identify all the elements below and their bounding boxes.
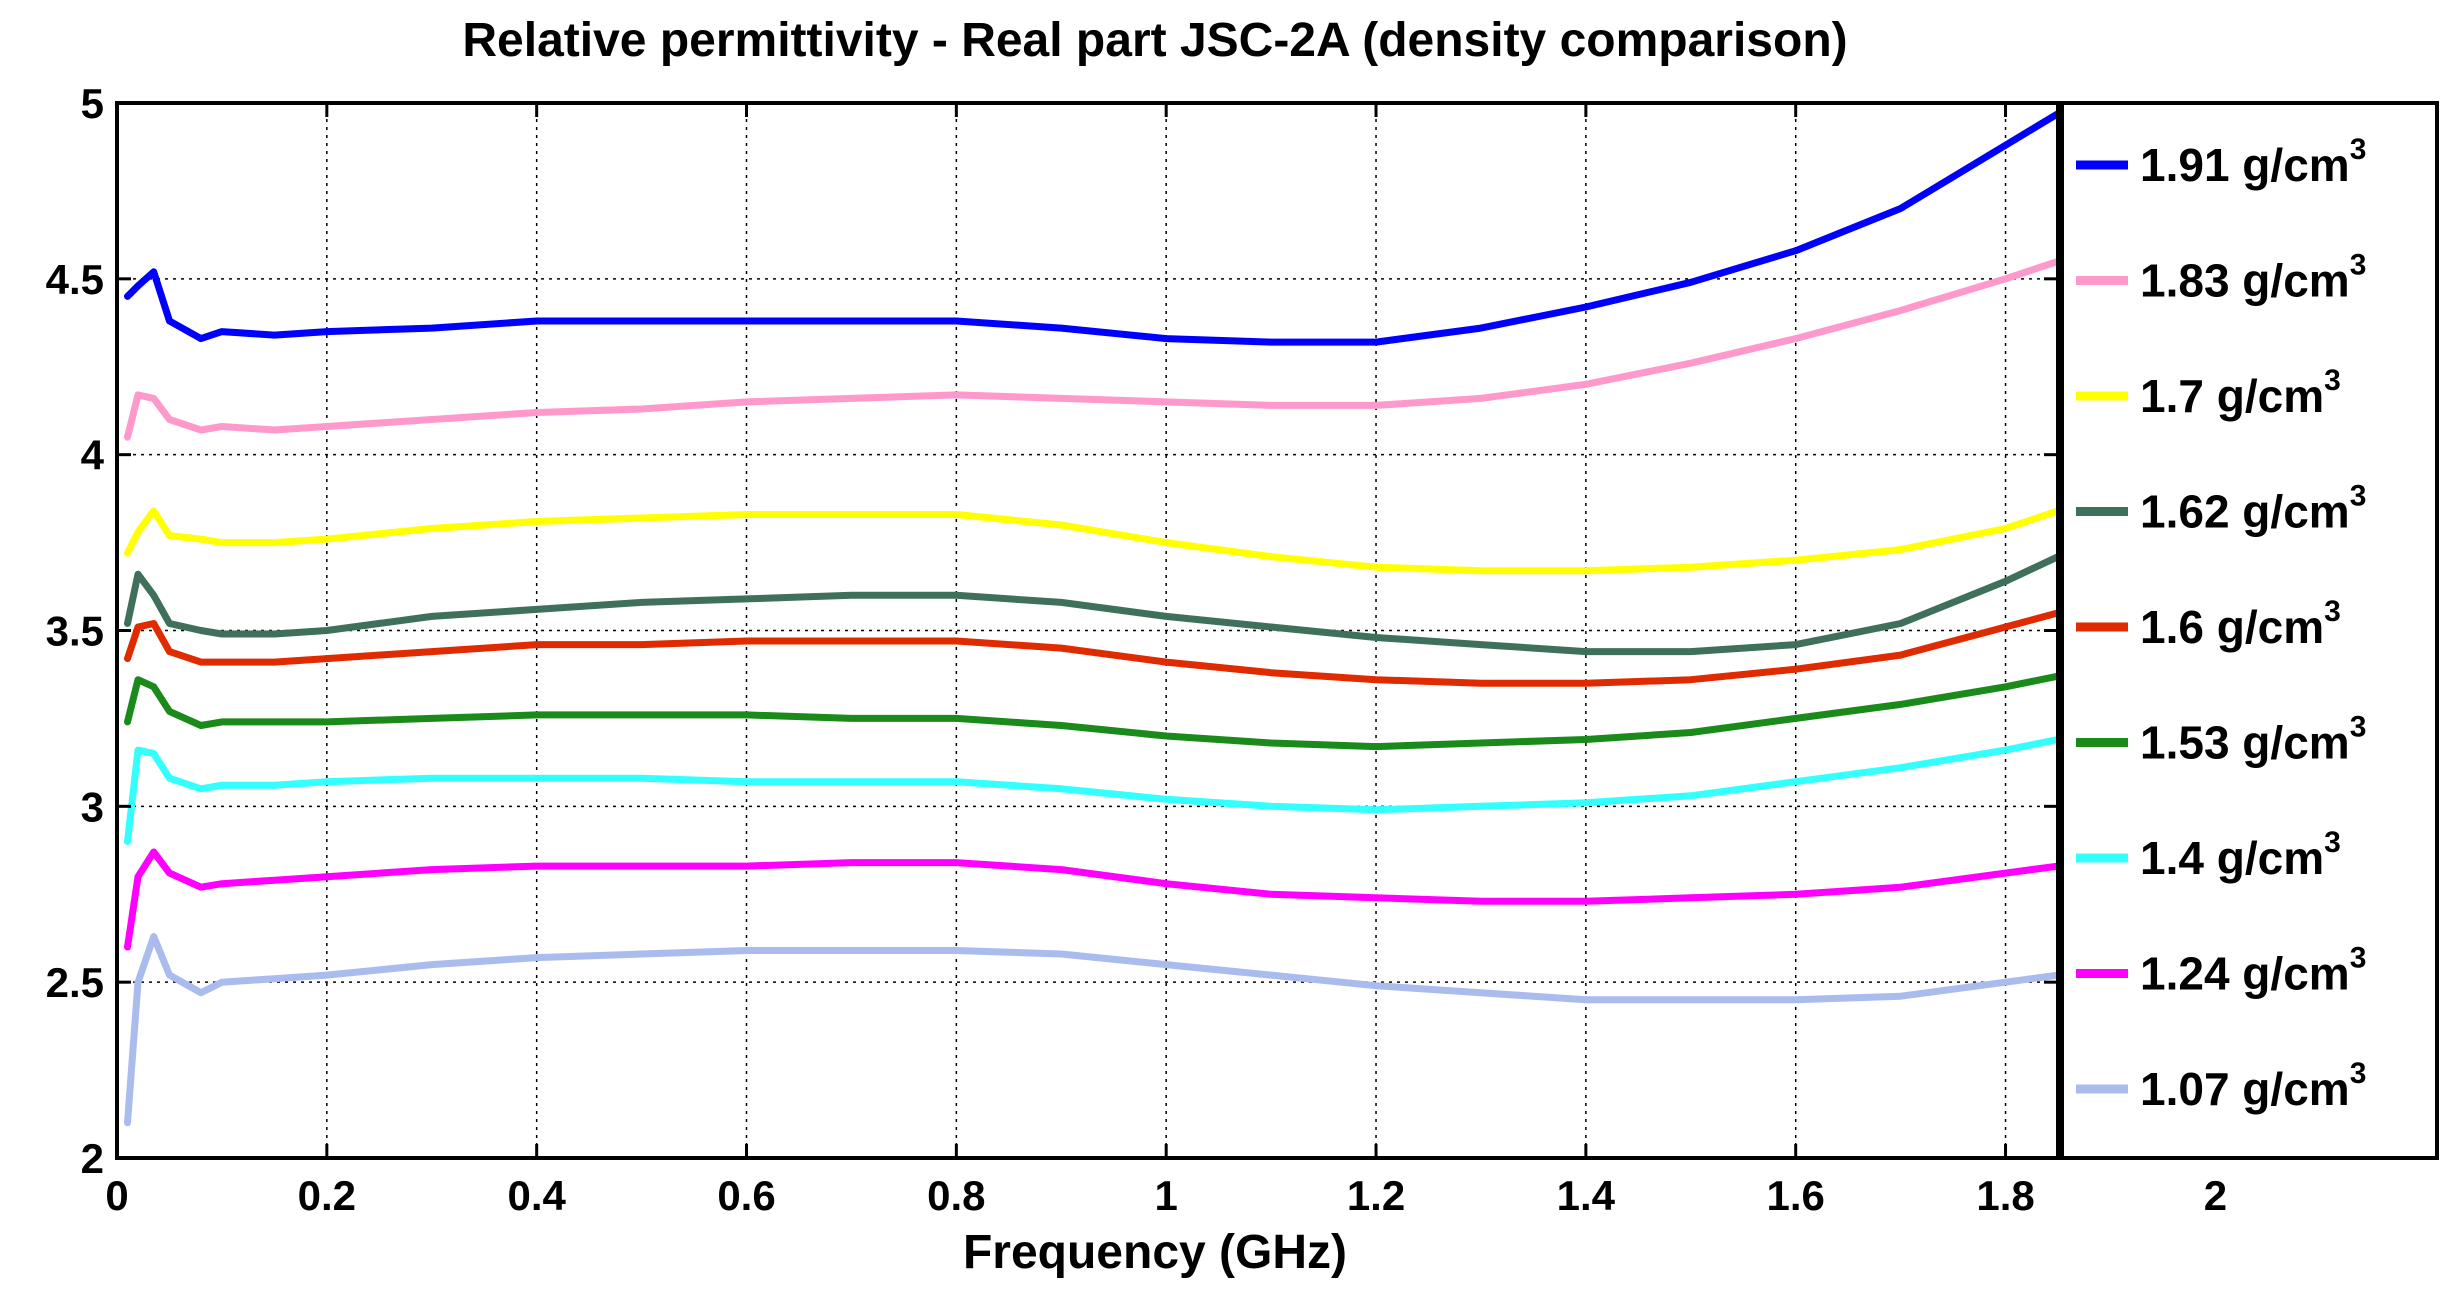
tick-marks xyxy=(115,101,2058,1160)
x-tick-label: 1.6 xyxy=(1767,1172,1825,1219)
series-line-1-7 xyxy=(124,507,2062,575)
series-line-1-83 xyxy=(124,257,2062,441)
legend-unit-exponent: 3 xyxy=(2350,249,2367,282)
legend-label: 1.6 g/cm3 xyxy=(2140,595,2341,653)
legend-unit-exponent: 3 xyxy=(2350,480,2367,513)
legend-unit-exponent: 3 xyxy=(2324,364,2341,397)
legend-label: 1.53 g/cm3 xyxy=(2140,711,2366,769)
x-tick-label: 0.6 xyxy=(717,1172,775,1219)
legend-label: 1.7 g/cm3 xyxy=(2140,364,2341,422)
legend-label: 1.07 g/cm3 xyxy=(2140,1057,2366,1115)
legend-label: 1.62 g/cm3 xyxy=(2140,480,2366,538)
series-line-1-91 xyxy=(124,110,2062,346)
chart-title: Relative permittivity - Real part JSC-2A… xyxy=(462,14,1847,67)
x-axis-label: Frequency (GHz) xyxy=(963,1226,1347,1279)
x-tick-label: 0.2 xyxy=(298,1172,356,1219)
x-tick-label: 0 xyxy=(105,1172,128,1219)
y-tick-label: 4.5 xyxy=(46,256,104,303)
x-tick-label: 2 xyxy=(2204,1172,2227,1219)
y-tick-label: 3 xyxy=(81,783,104,830)
legend-label: 1.4 g/cm3 xyxy=(2140,826,2341,884)
legend-unit-exponent: 3 xyxy=(2350,942,2367,975)
x-tick-label: 0.8 xyxy=(927,1172,985,1219)
grid-lines xyxy=(117,103,2058,1158)
legend-unit-exponent: 3 xyxy=(2324,595,2341,628)
x-tick-label: 1.4 xyxy=(1557,1172,1616,1219)
y-tick-label: 4 xyxy=(81,432,105,479)
legend-label: 1.91 g/cm3 xyxy=(2140,133,2366,191)
series-line-1-07 xyxy=(124,933,2062,1127)
series-line-1-53 xyxy=(124,672,2062,751)
legend-unit-exponent: 3 xyxy=(2350,1057,2367,1090)
legend-label: 1.83 g/cm3 xyxy=(2140,249,2366,307)
series-line-1-62 xyxy=(124,553,2062,656)
x-tick-labels: 0 0.2 0.4 0.6 0.8 1 1.2 1.4 1.6 1.8 2 xyxy=(105,1172,2227,1219)
legend-unit-exponent: 3 xyxy=(2324,826,2341,859)
x-tick-label: 1.2 xyxy=(1347,1172,1405,1219)
x-tick-label: 1.8 xyxy=(1976,1172,2034,1219)
series-line-1-4 xyxy=(124,736,2062,845)
x-tick-label: 1 xyxy=(1155,1172,1178,1219)
legend: 1.91 g/cm3 1.83 g/cm3 1.7 g/cm3 1.62 g/cm3 1… xyxy=(2076,133,2366,1115)
y-tick-label: 2 xyxy=(81,1135,104,1182)
legend-unit-exponent: 3 xyxy=(2350,711,2367,744)
series-line-1-24 xyxy=(124,848,2062,951)
y-tick-label: 3.5 xyxy=(46,608,104,655)
y-tick-label: 5 xyxy=(81,80,104,127)
y-tick-label: 2.5 xyxy=(46,959,104,1006)
legend-unit-exponent: 3 xyxy=(2350,133,2367,166)
series-layer xyxy=(124,110,2062,1127)
series-line-1-6 xyxy=(124,609,2062,687)
legend-label: 1.24 g/cm3 xyxy=(2140,942,2366,1000)
y-tick-labels: 2 2.5 3 3.5 4 4.5 5 xyxy=(46,80,105,1182)
x-tick-label: 0.4 xyxy=(507,1172,566,1219)
